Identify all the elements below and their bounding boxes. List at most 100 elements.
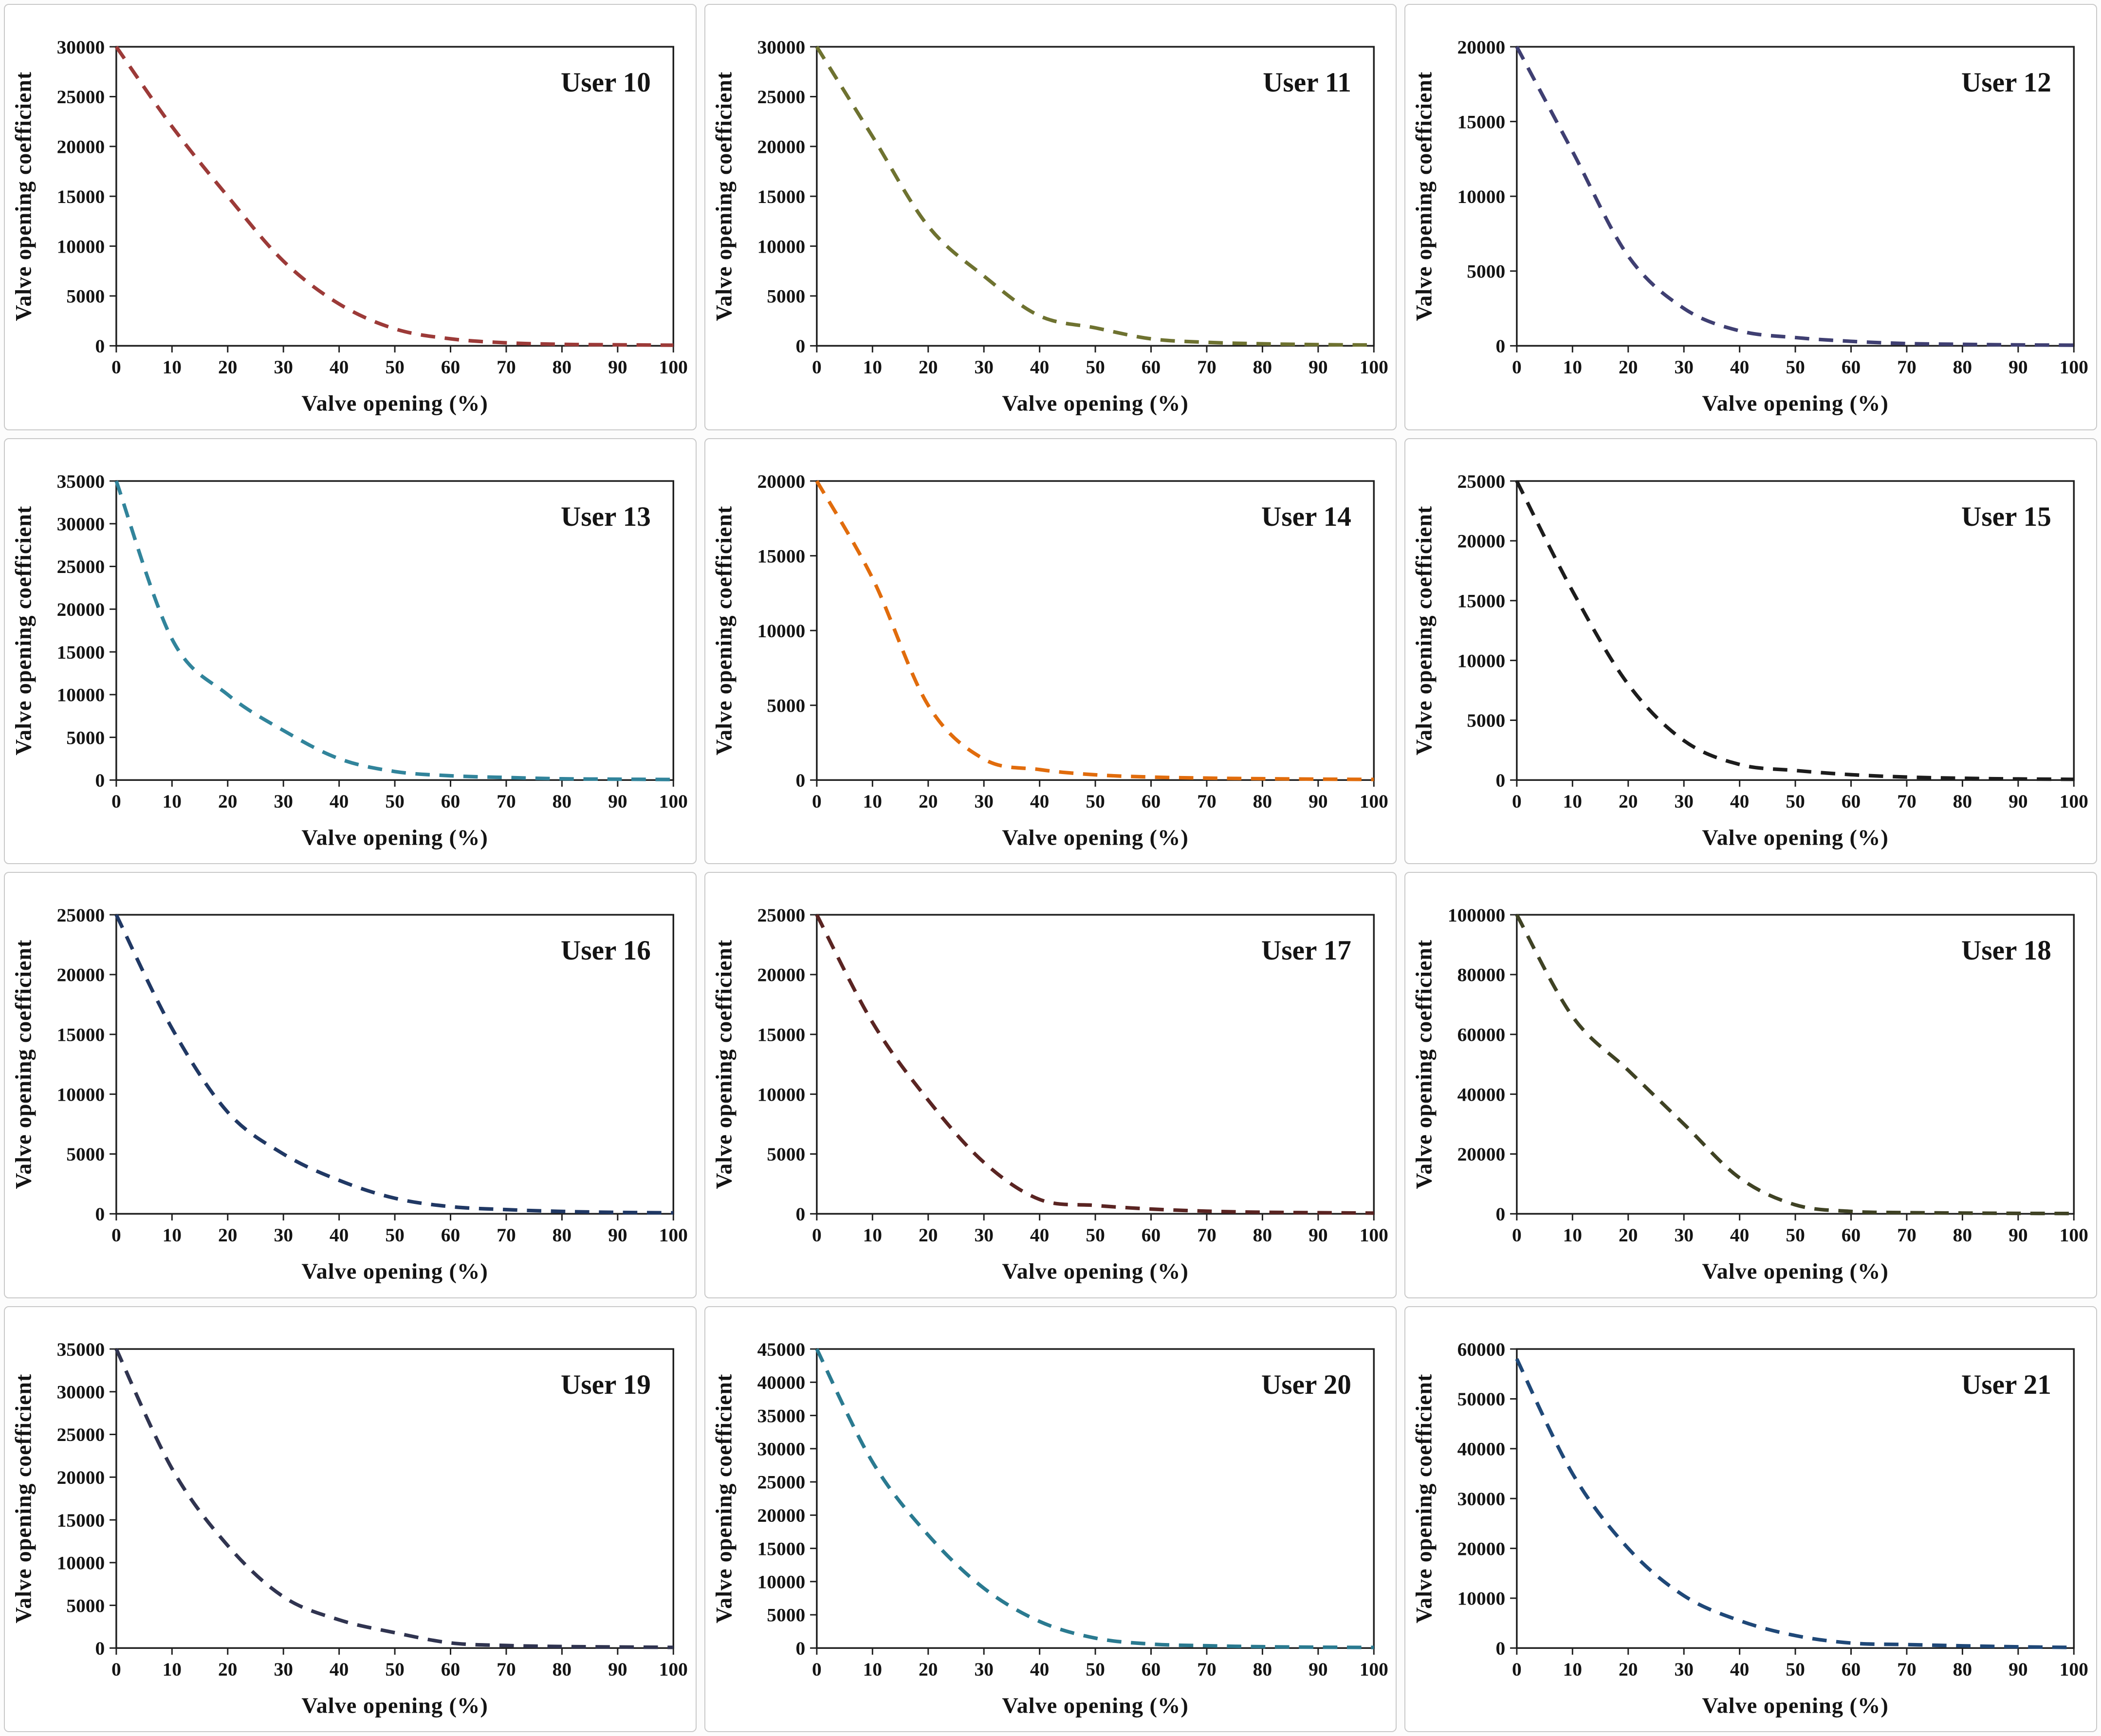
- x-tick-label: 90: [1309, 791, 1327, 812]
- y-tick-label: 0: [95, 336, 105, 357]
- valve-chart-svg: 0 10 20 30 40 50 60 70 80 90 100 0 5000 10000 15000 200…: [711, 471, 1388, 850]
- coefficient-curve: [815, 914, 1374, 1215]
- x-tick-label: 50: [1786, 791, 1805, 812]
- y-axis-title: Valve opening coefficient: [1411, 1373, 1436, 1623]
- y-tick-label: 35000: [57, 471, 105, 492]
- x-tick-label: 10: [863, 357, 882, 378]
- y-tick-label: 20000: [57, 599, 105, 620]
- plot-area: 0 10 20 30 40 50 60 70 80 90 100 0 5000 10000 15000 200…: [57, 471, 688, 812]
- y-axis-title: Valve opening coefficient: [711, 1373, 736, 1623]
- chart-title: User 20: [1261, 1369, 1351, 1400]
- x-tick-label: 90: [2009, 357, 2027, 378]
- y-tick-label: 100000: [1448, 905, 1505, 926]
- valve-chart-svg: 0 10 20 30 40 50 60 70 80 90 100 0 10000 20000 30000 40…: [1411, 1339, 2088, 1718]
- chart-title: User 10: [561, 67, 651, 98]
- chart-panel: 0 10 20 30 40 50 60 70 80 90 100 0 5000 10000 15000 200…: [4, 872, 697, 1298]
- x-tick-label: 70: [1197, 357, 1216, 378]
- x-tick-label: 60: [441, 791, 460, 812]
- x-tick-label: 20: [1619, 1659, 1638, 1680]
- y-tick-label: 10000: [57, 1084, 105, 1105]
- valve-chart-svg: 0 10 20 30 40 50 60 70 80 90 100 0 5000 10000 15000 200…: [11, 1339, 688, 1717]
- x-tick-label: 90: [608, 1659, 627, 1680]
- y-axis-title: Valve opening coefficient: [1411, 72, 1436, 321]
- chart-title: User 16: [561, 935, 651, 966]
- y-tick-label: 10000: [57, 236, 105, 257]
- y-tick-label: 15000: [757, 1025, 805, 1046]
- x-tick-label: 60: [441, 1225, 460, 1246]
- x-tick-label: 30: [1675, 357, 1694, 378]
- coefficient-curve: [815, 1348, 1374, 1649]
- x-tick-label: 20: [218, 791, 237, 812]
- y-tick-label: 20000: [1457, 1538, 1506, 1559]
- x-tick-label: 90: [2009, 1659, 2027, 1680]
- x-tick-label: 40: [330, 357, 349, 378]
- chart-title: User 17: [1261, 935, 1351, 966]
- y-tick-label: 5000: [66, 727, 105, 748]
- x-tick-label: 0: [111, 357, 121, 378]
- x-tick-label: 80: [553, 791, 571, 812]
- x-tick-label: 50: [1086, 791, 1105, 812]
- x-tick-label: 60: [1842, 1225, 1861, 1246]
- x-tick-label: 10: [1563, 1225, 1582, 1246]
- x-tick-label: 80: [1253, 357, 1272, 378]
- y-tick-label: 0: [95, 770, 105, 791]
- x-tick-label: 90: [1309, 1659, 1327, 1680]
- plot-area: 0 10 20 30 40 50 60 70 80 90 100 0 10000 20000 30000 40…: [1457, 1339, 2088, 1680]
- x-tick-label: 10: [163, 1659, 182, 1680]
- y-tick-label: 10000: [757, 621, 805, 642]
- y-tick-label: 10000: [57, 684, 105, 705]
- y-tick-label: 40000: [1457, 1439, 1506, 1459]
- x-tick-label: 10: [163, 791, 182, 812]
- x-axis-title: Valve opening (%): [1702, 1693, 1889, 1718]
- y-axis-title: Valve opening coefficient: [11, 505, 36, 755]
- x-tick-label: 0: [1512, 1225, 1522, 1246]
- x-tick-label: 100: [659, 791, 688, 812]
- x-tick-label: 20: [218, 1659, 237, 1680]
- chart-panel: 0 10 20 30 40 50 60 70 80 90 100 0 5000 10000 15000 200…: [4, 1306, 697, 1732]
- x-tick-label: 50: [385, 357, 404, 378]
- y-tick-label: 20000: [57, 137, 105, 158]
- y-tick-label: 5000: [767, 1144, 805, 1165]
- coefficient-curve: [114, 45, 674, 347]
- x-tick-label: 100: [2060, 357, 2088, 378]
- x-tick-label: 10: [863, 1225, 882, 1246]
- x-tick-label: 20: [919, 357, 938, 378]
- plot-area: 0 10 20 30 40 50 60 70 80 90 100 0 5000 10000 15000 200…: [1457, 37, 2088, 378]
- coefficient-curve: [1515, 46, 2074, 347]
- x-tick-label: 70: [1898, 357, 1917, 378]
- plot-area: 0 10 20 30 40 50 60 70 80 90 100 0 20000 40000 60000 80…: [1448, 905, 2088, 1246]
- chart-panel: 0 10 20 30 40 50 60 70 80 90 100 0 5000 10000 15000 200…: [4, 4, 697, 430]
- plot-area: 0 10 20 30 40 50 60 70 80 90 100 0 5000 10000 15000 200…: [757, 37, 1388, 378]
- x-tick-label: 20: [1619, 791, 1638, 812]
- x-tick-label: 10: [163, 1225, 182, 1246]
- x-tick-label: 40: [1730, 1659, 1749, 1680]
- x-tick-label: 50: [1086, 1659, 1105, 1680]
- chart-panel: 0 10 20 30 40 50 60 70 80 90 100 0 5000 10000 15000 200…: [704, 872, 1397, 1298]
- x-tick-label: 10: [863, 791, 882, 812]
- y-tick-label: 0: [795, 1204, 805, 1225]
- x-axis-title: Valve opening (%): [1002, 1259, 1188, 1284]
- y-tick-label: 20000: [1457, 531, 1506, 552]
- x-tick-label: 0: [1512, 357, 1522, 378]
- y-tick-label: 60000: [1457, 1339, 1506, 1360]
- x-tick-label: 60: [441, 1659, 460, 1680]
- x-axis-title: Valve opening (%): [1002, 825, 1188, 850]
- chart-panel: 0 10 20 30 40 50 60 70 80 90 100 0 5000 10000 15000 200…: [704, 4, 1397, 430]
- x-tick-label: 10: [863, 1659, 882, 1680]
- x-tick-label: 50: [1086, 1225, 1105, 1246]
- x-axis-title: Valve opening (%): [1702, 391, 1889, 416]
- x-tick-label: 80: [1253, 791, 1272, 812]
- x-tick-label: 70: [497, 357, 516, 378]
- y-tick-label: 15000: [1457, 111, 1506, 132]
- x-tick-label: 50: [1786, 1659, 1805, 1680]
- y-tick-label: 30000: [57, 37, 105, 58]
- x-tick-label: 10: [1563, 1659, 1582, 1680]
- y-tick-label: 5000: [66, 1144, 105, 1165]
- y-tick-label: 5000: [66, 286, 105, 307]
- y-tick-label: 15000: [57, 186, 105, 207]
- chart-panel: 0 10 20 30 40 50 60 70 80 90 100 0 5000 10000 15000 200…: [704, 1306, 1397, 1732]
- y-tick-label: 25000: [1457, 471, 1506, 492]
- y-tick-label: 30000: [57, 1382, 105, 1403]
- x-tick-label: 70: [1197, 1225, 1216, 1246]
